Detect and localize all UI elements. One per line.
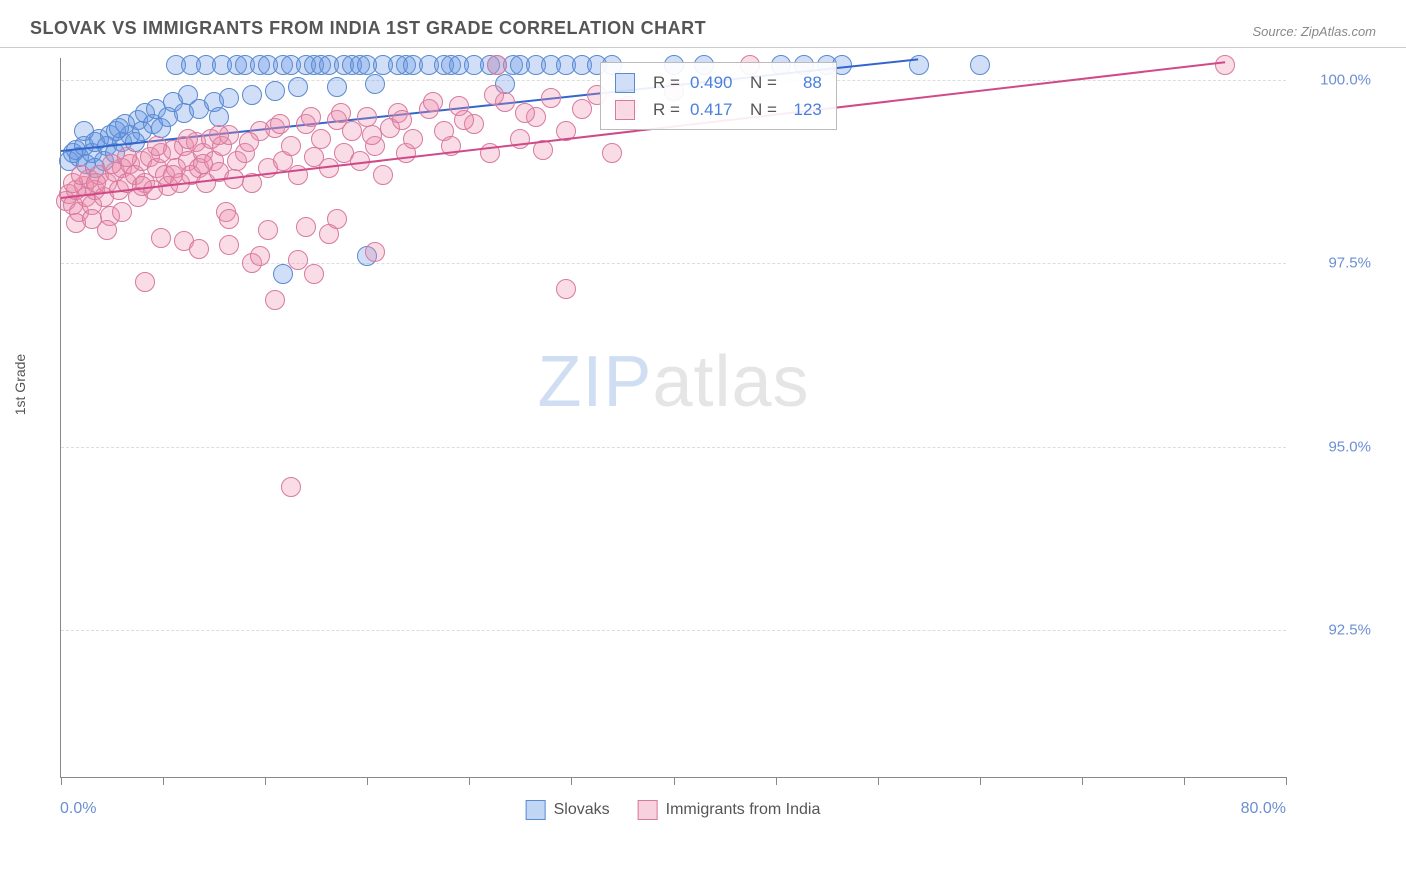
y-tick-label: 97.5% — [1296, 255, 1371, 272]
watermark-atlas: atlas — [652, 342, 809, 422]
stats-r-value: 0.490 — [690, 69, 740, 96]
point-india — [135, 272, 155, 292]
point-india — [454, 110, 474, 130]
stats-n-value: 88 — [787, 69, 822, 96]
point-slovaks — [365, 74, 385, 94]
point-india — [373, 165, 393, 185]
point-india — [265, 290, 285, 310]
chart-title: SLOVAK VS IMMIGRANTS FROM INDIA 1ST GRAD… — [30, 18, 706, 39]
gridline — [61, 630, 1286, 631]
point-slovaks — [970, 55, 990, 75]
chart-source: Source: ZipAtlas.com — [1252, 24, 1376, 39]
point-india — [1215, 55, 1235, 75]
point-india — [189, 239, 209, 259]
point-india — [392, 110, 412, 130]
point-slovaks — [265, 81, 285, 101]
point-india — [112, 202, 132, 222]
gridline — [61, 447, 1286, 448]
point-india — [296, 217, 316, 237]
point-india — [86, 173, 106, 193]
point-india — [178, 129, 198, 149]
x-max-label: 80.0% — [1241, 800, 1286, 818]
stats-n-label: N = — [750, 69, 777, 96]
point-slovaks — [273, 264, 293, 284]
point-india — [572, 99, 592, 119]
y-tick-label: 100.0% — [1296, 72, 1371, 89]
chart-area: 1st Grade ZIPatlas 100.0%97.5%95.0%92.5%… — [60, 58, 1376, 818]
legend-swatch — [615, 100, 635, 120]
point-india — [357, 107, 377, 127]
point-india — [97, 220, 117, 240]
point-slovaks — [327, 77, 347, 97]
y-tick-label: 92.5% — [1296, 622, 1371, 639]
watermark: ZIPatlas — [537, 341, 809, 423]
plot-region: ZIPatlas 100.0%97.5%95.0%92.5%R =0.490N … — [60, 58, 1286, 778]
point-india — [487, 55, 507, 75]
point-india — [219, 235, 239, 255]
point-india — [193, 154, 213, 174]
point-india — [541, 88, 561, 108]
legend-item: Slovaks — [526, 800, 610, 820]
point-slovaks — [209, 107, 229, 127]
point-india — [239, 132, 259, 152]
stats-n-value: 123 — [787, 96, 822, 123]
stats-row: R = 0.417 N = 123 — [615, 96, 822, 123]
stats-n-label: N = — [750, 96, 777, 123]
point-india — [556, 279, 576, 299]
stats-row: R = 0.490 N = 88 — [615, 69, 822, 96]
point-india — [602, 143, 622, 163]
stats-r-label: R = — [653, 69, 680, 96]
legend-item: Immigrants from India — [638, 800, 821, 820]
y-tick-label: 95.0% — [1296, 438, 1371, 455]
point-slovaks — [242, 85, 262, 105]
point-slovaks — [219, 88, 239, 108]
point-slovaks — [74, 121, 94, 141]
point-india — [219, 209, 239, 229]
x-axis-labels: 0.0% Slovaks Immigrants from India 80.0% — [60, 778, 1286, 818]
point-india — [209, 125, 229, 145]
legend-label: Slovaks — [554, 801, 610, 818]
bottom-legend: Slovaks Immigrants from India — [526, 800, 821, 820]
legend-swatch — [615, 73, 635, 93]
point-india — [151, 228, 171, 248]
watermark-zip: ZIP — [537, 342, 652, 422]
point-india — [515, 103, 535, 123]
point-india — [250, 246, 270, 266]
legend-swatch — [526, 800, 546, 820]
point-india — [117, 147, 137, 167]
point-india — [484, 85, 504, 105]
stats-r-value: 0.417 — [690, 96, 740, 123]
point-india — [342, 121, 362, 141]
point-india — [304, 264, 324, 284]
point-india — [281, 136, 301, 156]
point-india — [365, 242, 385, 262]
point-slovaks — [288, 77, 308, 97]
y-axis-label: 1st Grade — [12, 354, 28, 415]
point-india — [362, 125, 382, 145]
legend-label: Immigrants from India — [666, 801, 821, 818]
point-india — [281, 477, 301, 497]
point-india — [311, 129, 331, 149]
point-india — [258, 220, 278, 240]
stats-legend-box: R = 0.490 N = 88 R = 0.417 N = 123 — [600, 62, 837, 130]
point-india — [327, 209, 347, 229]
stats-r-label: R = — [653, 96, 680, 123]
point-india — [270, 114, 290, 134]
point-india — [147, 136, 167, 156]
legend-swatch — [638, 800, 658, 820]
point-india — [331, 103, 351, 123]
chart-header: SLOVAK VS IMMIGRANTS FROM INDIA 1ST GRAD… — [0, 0, 1406, 48]
x-tick — [1286, 777, 1287, 785]
point-india — [423, 92, 443, 112]
point-india — [301, 107, 321, 127]
x-min-label: 0.0% — [60, 800, 96, 818]
point-india — [403, 129, 423, 149]
